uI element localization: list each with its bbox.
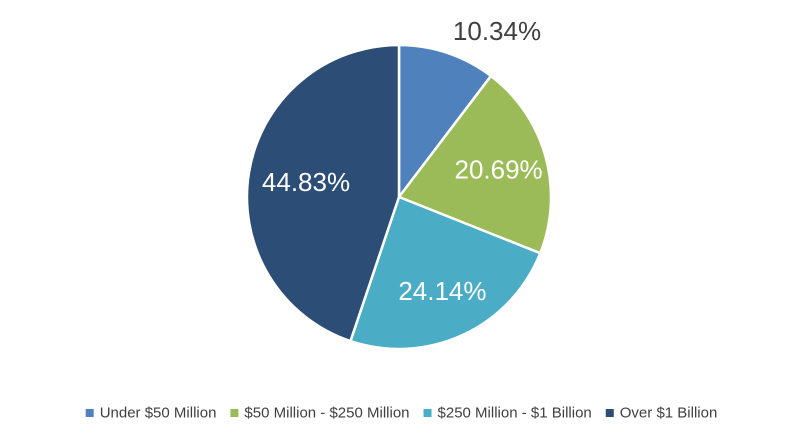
data-label-2: 20.69% — [454, 154, 542, 184]
legend-marker-4 — [605, 409, 614, 417]
legend: Under $50 Million $50 Million - $250 Mill… — [85, 405, 718, 422]
pie-slice-2 — [397, 74, 553, 255]
data-label-3: 24.14% — [398, 276, 486, 306]
legend-marker-3 — [423, 409, 432, 417]
data-label-1: 10.34% — [453, 16, 541, 46]
legend-label-4: Over $1 Billion — [620, 405, 718, 422]
pie-slices — [245, 43, 553, 351]
pie-slice-3 — [348, 195, 542, 351]
pie-data-labels: 10.34% 20.69% 24.14% 44.83% — [262, 16, 543, 306]
legend-marker-2 — [230, 409, 239, 417]
data-label-4: 44.83% — [262, 167, 350, 197]
pie-slice-1 — [397, 43, 493, 201]
legend-entry-2: $50 Million - $250 Million — [230, 405, 410, 422]
legend-label-2: $50 Million - $250 Million — [244, 405, 409, 422]
legend-label-3: $250 Million - $1 Billion — [438, 405, 592, 422]
legend-label-1: Under $50 Million — [100, 405, 217, 422]
pie-slice-4 — [245, 43, 401, 343]
legend-marker-1 — [85, 409, 94, 417]
legend-entry-1: Under $50 Million — [85, 405, 217, 422]
legend-entry-4: Over $1 Billion — [605, 405, 718, 422]
legend-entry-3: $250 Million - $1 Billion — [423, 405, 592, 422]
